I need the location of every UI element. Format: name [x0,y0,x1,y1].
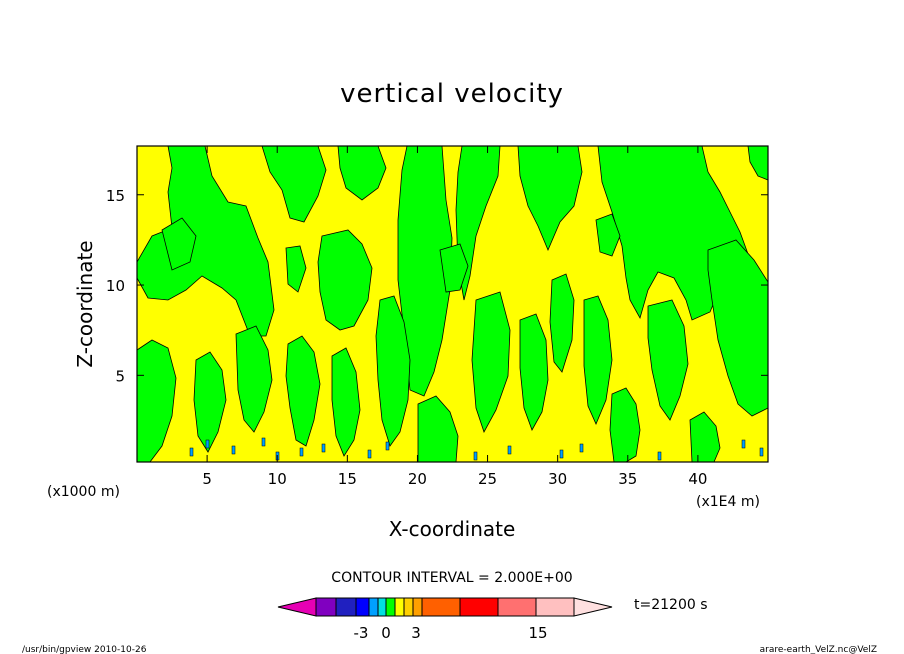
x-unit-left: (x1000 m) [47,484,120,500]
contour-region-strong [657,451,662,461]
contour-region-upward [235,325,273,433]
colorbar-swatch [315,597,337,617]
x-tick-label: 20 [408,470,427,488]
contour-region-strong [261,437,266,447]
contour-fill-group [136,145,769,463]
contour-region-upward [519,313,549,431]
contour-region-upward [439,243,469,293]
contour-region-strong [559,449,564,459]
footer-right: arare-earth_VelZ.nc@VelZ [760,645,877,654]
contour-region-strong [231,445,236,455]
x-tick-label: 5 [202,470,212,488]
contour-region-upward [583,295,613,426]
colorbar-tick-label: -3 [354,624,369,642]
contour-region-upward [397,145,453,397]
colorbar-swatch [385,597,396,617]
y-tick-label: 10 [106,277,125,295]
contour-region-upward [609,387,641,463]
plot-frame [136,145,769,463]
y-axis-label: Z-coordinate [73,240,97,367]
colorbar-arrow-right [573,597,613,617]
contour-region-upward [285,335,321,447]
contour-region-upward [549,273,575,373]
contour-region-upward [471,291,511,433]
contour-region-upward [193,351,227,453]
chart-title: vertical velocity [340,79,564,109]
contour-region-upward [647,299,689,421]
contour-region-strong [385,441,390,451]
contour-region-upward [136,145,275,337]
contour-region-strong [321,443,326,453]
x-tick-label: 25 [478,470,497,488]
contour-region-upward [285,245,307,293]
colorbar: -3 0 3 15 [277,597,613,642]
x-tick-label: 15 [338,470,357,488]
contour-region-upward [375,295,411,447]
x-axis-label: X-coordinate [389,517,516,541]
colorbar-swatch [368,597,379,617]
contour-region-upward [161,217,197,271]
footer-left: /usr/bin/gpview 2010-10-26 [22,645,147,654]
colorbar-swatch [497,597,537,617]
colorbar-swatch [403,597,414,617]
contour-region-upward [337,145,387,201]
contour-region-strong [205,439,210,449]
contour-region-strong [473,451,478,461]
x-tick-label: 10 [268,470,287,488]
colorbar-tick-label: 15 [528,624,547,642]
contour-region-upward [595,213,621,257]
x-tick-label: 30 [548,470,567,488]
colorbar-swatch [412,597,423,617]
contour-region-upward [707,239,769,417]
time-label: t=21200 s [634,597,708,613]
colorbar-swatch [535,597,575,617]
x-tick-label: 40 [688,470,707,488]
contour-region-upward [261,145,327,223]
contour-region-strong [507,445,512,455]
colorbar-swatch [459,597,499,617]
contour-region-strong [759,447,764,457]
contour-region-strong [579,443,584,453]
contour-region-upward [317,229,373,331]
contour-region-upward [455,145,501,301]
contour-interval-text: CONTOUR INTERVAL = 2.000E+00 [331,570,572,586]
contour-region-upward [517,145,583,252]
contour-region-strong [741,439,746,449]
x-axis-ticks: 5 10 15 20 25 30 35 40 [202,146,707,488]
y-axis-ticks: 5 10 15 [106,187,768,385]
colorbar-swatch [377,597,387,617]
x-unit-right: (x1E4 m) [696,494,760,510]
x-tick-label: 35 [618,470,637,488]
y-tick-label: 5 [115,367,125,385]
colorbar-swatch [394,597,405,617]
colorbar-tick-label: 0 [381,624,391,642]
colorbar-swatch [421,597,461,617]
plot-area [136,145,769,463]
contour-region-strong [189,447,194,457]
y-tick-label: 15 [106,187,125,205]
colorbar-tick-label: 3 [411,624,421,642]
colorbar-swatch [335,597,357,617]
colorbar-swatch [355,597,370,617]
colorbar-arrow-left [277,597,317,617]
contour-region-upward [331,347,361,457]
contour-region-strong [367,449,372,459]
contour-region-strong [299,447,304,457]
